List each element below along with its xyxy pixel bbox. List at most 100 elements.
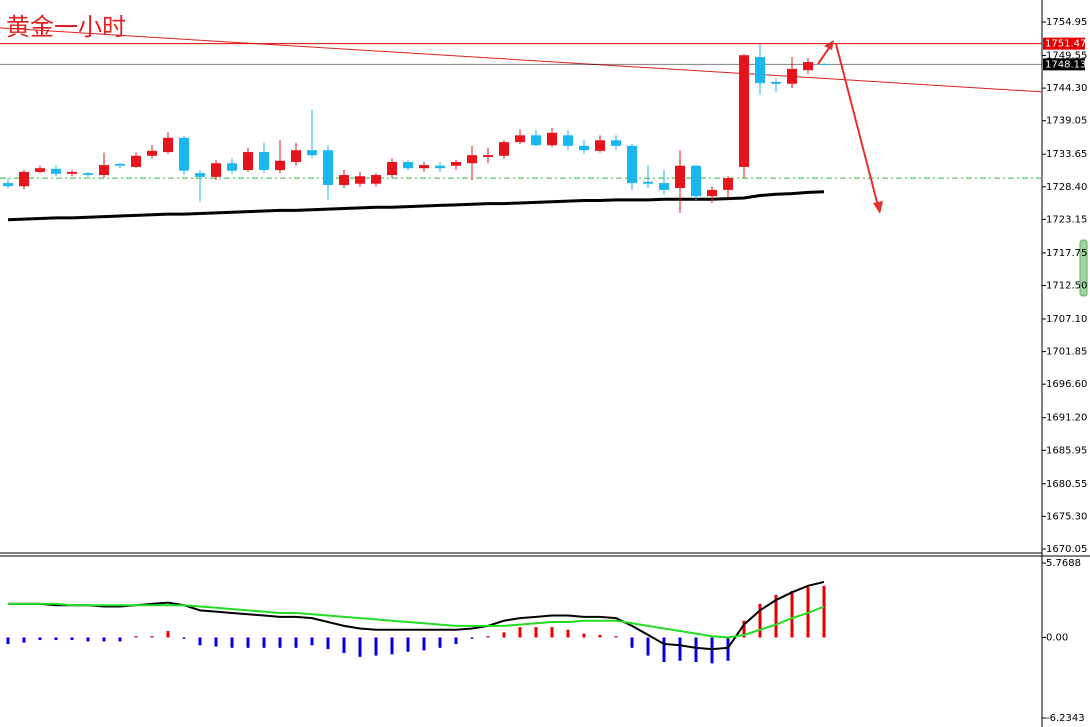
histogram-bar	[38, 637, 42, 641]
histogram-bar	[454, 637, 458, 644]
histogram-bar	[518, 627, 522, 638]
candle-body	[531, 135, 541, 146]
candle-body	[147, 150, 157, 156]
histogram-bar	[502, 632, 506, 638]
candle-body	[371, 175, 381, 184]
y-tick-label: 1728.40	[1046, 182, 1087, 193]
histogram-bar	[118, 637, 122, 642]
candle-body	[707, 189, 717, 197]
candle-body	[611, 140, 621, 146]
candle-body	[323, 150, 333, 185]
y-tick-label: 1701.85	[1046, 347, 1087, 358]
candle-body	[499, 142, 509, 156]
price-level-box	[1043, 37, 1085, 50]
candle-body	[3, 183, 13, 187]
candle-body	[755, 57, 765, 84]
histogram-bar	[406, 637, 410, 652]
candle-body	[259, 152, 269, 171]
candle-body	[403, 161, 413, 169]
candle-body	[691, 165, 701, 197]
candle-body	[211, 163, 221, 177]
y-tick-label: 5.7688	[1046, 558, 1081, 569]
candle-body	[67, 171, 77, 174]
candle-body	[739, 55, 749, 167]
y-tick-label: 1744.30	[1046, 83, 1087, 94]
histogram-bar	[326, 637, 330, 650]
histogram-bar	[758, 603, 762, 638]
candle-body	[419, 165, 429, 169]
candle-body	[275, 160, 285, 171]
candle-body	[627, 145, 637, 184]
candle-body	[227, 163, 237, 171]
histogram-bar	[422, 637, 426, 651]
candle-body	[771, 81, 781, 84]
histogram-bar	[86, 637, 90, 642]
candle-body	[595, 140, 605, 151]
y-tick-label: 1749.55	[1046, 51, 1087, 62]
candle-body	[787, 68, 797, 84]
candle-body	[659, 183, 669, 190]
histogram-bar	[134, 636, 138, 638]
moving-average	[7, 190, 825, 222]
arrow-head	[824, 40, 834, 50]
y-tick-label: 1696.60	[1046, 379, 1087, 390]
histogram-bar	[550, 627, 554, 638]
candle-body	[643, 181, 653, 184]
candle-body	[803, 62, 813, 71]
candle-body	[51, 168, 61, 174]
candle-body	[355, 176, 365, 184]
histogram-bar	[774, 594, 778, 638]
y-tick-label: 0.00	[1046, 632, 1068, 643]
candle-body	[195, 173, 205, 177]
candle-body	[675, 165, 685, 189]
histogram-bar	[230, 637, 234, 648]
candle-body	[723, 178, 733, 190]
candle-body	[547, 132, 557, 146]
arrow-head	[873, 201, 883, 214]
candle-body	[483, 155, 493, 158]
histogram-bar	[470, 637, 474, 639]
y-tick-label: 1685.95	[1046, 445, 1087, 456]
candle-body	[291, 150, 301, 162]
histogram-bar	[630, 637, 634, 648]
candle-body	[387, 161, 397, 176]
price-level-label: 1748.13	[1045, 59, 1086, 70]
histogram-bar	[566, 629, 570, 638]
histogram-bar	[486, 636, 490, 638]
histogram-bar	[662, 637, 666, 663]
arrow-down	[835, 43, 879, 207]
trendline	[0, 27, 1043, 93]
candle-body	[115, 163, 125, 166]
histogram-bar	[790, 591, 794, 638]
y-tick-label: 1675.30	[1046, 511, 1087, 522]
histogram-bar	[246, 637, 250, 648]
candle-body	[307, 150, 317, 156]
histogram-bar	[390, 637, 394, 655]
histogram-bar	[182, 637, 186, 639]
price-level-label: 1751.47	[1045, 39, 1086, 50]
histogram-bar	[342, 637, 346, 653]
histogram-bar	[726, 637, 730, 661]
histogram-bar	[166, 631, 170, 638]
histogram-bar	[310, 637, 314, 646]
candle-body	[163, 137, 173, 153]
candle-body	[131, 155, 141, 167]
candle-body	[515, 135, 525, 143]
histogram-bar	[438, 637, 442, 648]
scroll-handle[interactable]	[1079, 239, 1088, 297]
candle-body	[83, 173, 93, 176]
candle-body	[243, 152, 253, 171]
plot: 1754.95 1749.55 1744.30 1739.05 1733.65 1728.…	[0, 17, 1087, 724]
candle-body	[19, 171, 29, 187]
y-tick-label: 1723.15	[1046, 214, 1087, 225]
histogram-bar	[678, 637, 682, 661]
histogram-bar	[742, 620, 746, 638]
y-tick-label: 1670.05	[1046, 544, 1087, 555]
candle-body	[435, 165, 445, 169]
price-level-box	[1043, 58, 1085, 71]
histogram-bar	[822, 585, 826, 638]
y-tick-label: 1691.20	[1046, 413, 1087, 424]
histogram-bar	[262, 637, 266, 648]
